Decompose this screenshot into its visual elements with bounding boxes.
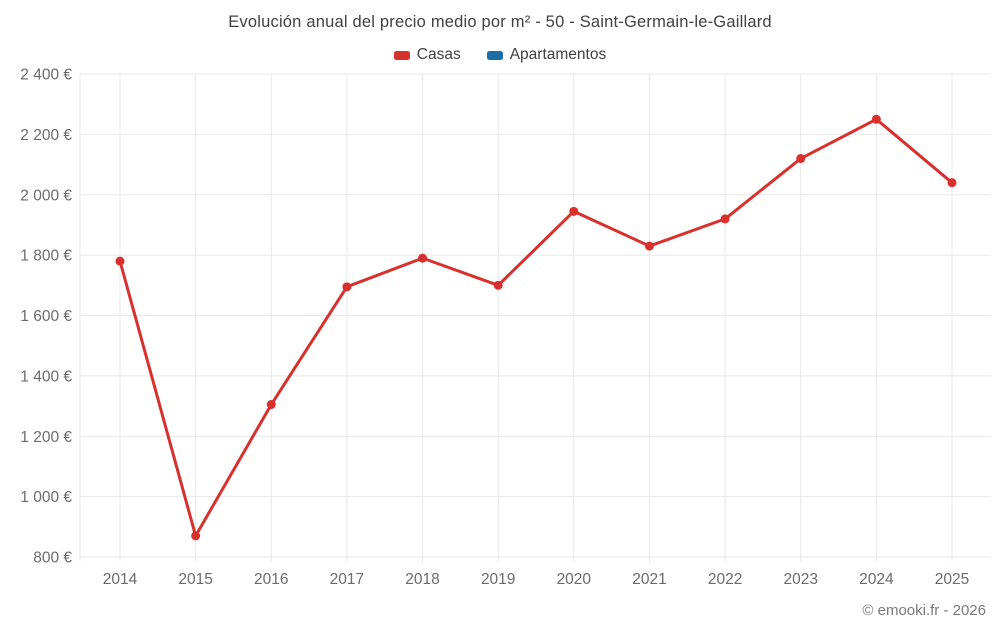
series-casas — [115, 114, 957, 541]
data-point-casas-2017 — [342, 282, 352, 292]
legend-swatch-apartamentos — [486, 50, 503, 60]
x-axis-label: 2016 — [254, 571, 288, 588]
y-axis-label: 1 800 € — [20, 248, 72, 265]
y-axis-label: 1 400 € — [20, 368, 72, 385]
legend-label-apartamentos: Apartamentos — [509, 46, 607, 63]
data-point-casas-2024 — [871, 114, 881, 124]
y-axis-label: 1 000 € — [20, 489, 72, 506]
data-point-casas-2020 — [569, 206, 579, 216]
data-point-casas-2021 — [644, 241, 654, 251]
x-axis-label: 2019 — [481, 571, 515, 588]
data-point-casas-2022 — [720, 214, 730, 224]
x-axis-label: 2020 — [557, 571, 592, 588]
y-axis-label: 2 400 € — [20, 67, 72, 84]
x-axis-label: 2024 — [859, 571, 894, 588]
data-point-casas-2016 — [266, 400, 276, 410]
series-line-casas — [118, 117, 954, 538]
x-axis-label: 2021 — [632, 571, 666, 588]
x-axis-labels: 2014 2015 2016 2017 2018 2019 2020 2021 2022 2023… — [103, 571, 969, 588]
x-axis-label: 2018 — [405, 571, 439, 588]
footer-credit: © emooki.fr - 2026 — [862, 602, 986, 619]
legend-swatch-casas — [393, 50, 410, 60]
data-point-casas-2014 — [115, 256, 125, 266]
y-axis-label: 800 € — [33, 550, 72, 567]
x-axis-label: 2015 — [178, 571, 212, 588]
y-axis-label: 1 600 € — [20, 308, 72, 325]
x-axis-label: 2022 — [708, 571, 742, 588]
legend-label-casas: Casas — [416, 46, 461, 63]
y-axis-labels: 800 € 1 000 € 1 200 € 1 400 € 1 600 € 1 800 €… — [20, 67, 72, 567]
x-gridlines — [79, 74, 953, 562]
x-axis-label: 2014 — [103, 571, 138, 588]
chart-legend: Casas Apartamentos — [0, 46, 1000, 64]
data-point-casas-2025 — [947, 178, 957, 188]
y-axis-label: 2 000 € — [20, 187, 72, 204]
data-point-casas-2023 — [796, 154, 806, 164]
x-axis-label: 2023 — [783, 571, 817, 588]
y-axis-label: 2 200 € — [20, 127, 72, 144]
data-point-casas-2019 — [493, 280, 503, 290]
x-axis-label: 2025 — [935, 571, 969, 588]
legend-item-apartamentos[interactable]: Apartamentos — [486, 46, 607, 64]
chart-title: Evolución anual del precio medio por m² … — [228, 13, 772, 31]
data-point-casas-2018 — [418, 253, 428, 263]
legend-item-casas[interactable]: Casas — [393, 46, 461, 64]
y-gridlines — [80, 73, 991, 558]
data-point-casas-2015 — [191, 531, 201, 541]
x-axis-label: 2017 — [330, 571, 364, 588]
y-axis-label: 1 200 € — [20, 429, 72, 446]
